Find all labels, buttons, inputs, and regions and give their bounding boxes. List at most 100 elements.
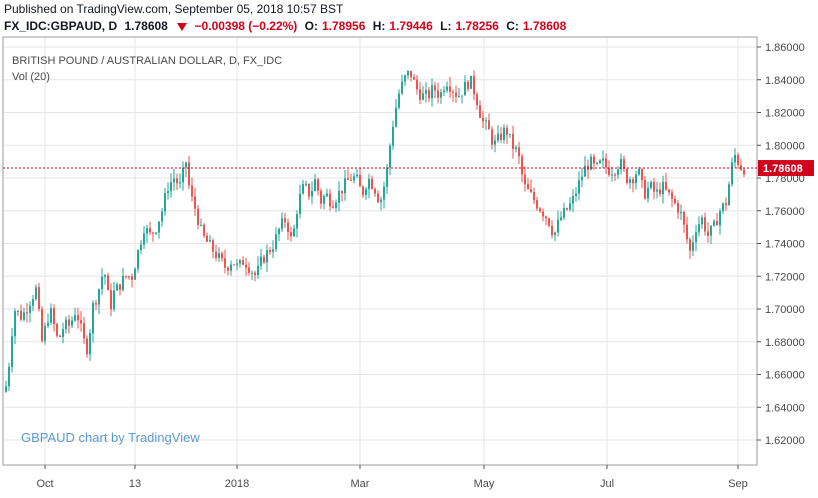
candle-body [281,218,283,229]
candle-body [14,311,16,337]
candle-body [500,133,502,140]
candle-body [89,333,91,355]
candle-body [419,89,421,100]
candle-body [224,258,226,268]
candle-body [35,287,37,300]
candle-body [392,126,394,146]
candle-body [152,232,154,234]
candle-body [542,211,544,217]
candle-body [530,189,532,192]
candle-body [464,81,466,96]
candle-body [326,193,328,197]
candle-body [374,188,376,194]
candle-body [122,276,124,290]
candle-body [200,224,202,226]
candle-body [44,325,46,342]
candle-body [26,312,28,314]
candle-body [338,190,340,203]
candle-body [647,187,649,199]
candle-body [677,203,679,213]
candle-body [521,156,523,175]
close-value: 1.78608 [522,19,567,33]
candle-body [680,212,682,214]
candle-body [584,165,586,177]
candle-body [398,93,400,108]
y-tick-label: 1.82000 [765,108,805,120]
candle-body [659,189,661,195]
candle-body [134,268,136,280]
candle-body [590,156,592,170]
candle-body [539,208,541,212]
candle-body [425,90,427,94]
candle-body [629,179,631,183]
candle-body [272,249,274,252]
candle-body [251,272,253,274]
candle-body [470,75,472,89]
x-tick-label: Sep [728,478,748,490]
last-price-value: 1.78608 [124,19,168,33]
candle-body [194,196,196,209]
candle-body [206,235,208,242]
candle-body [167,191,169,194]
candle-body [644,179,646,199]
candle-body [596,162,598,164]
candle-body [479,105,481,118]
x-tick-label: 2018 [225,478,249,490]
candle-body [47,322,49,326]
candle-body [395,107,397,127]
candle-body [155,232,157,234]
candle-body [488,120,490,130]
candle-body [674,198,676,204]
candle-body [350,179,352,181]
symbol-ohlc-line: FX_IDC:GBPAUD, D 1.78608 −0.00398 (−0.22… [4,18,570,35]
candle-body [719,211,721,226]
y-tick-label: 1.80000 [765,140,805,152]
candle-body [443,90,445,93]
candle-body [182,167,184,183]
candle-body [668,189,670,193]
candle-body [686,224,688,240]
candle-body [422,93,424,100]
candle-body [236,263,238,265]
candle-body [416,79,418,90]
candle-body [665,181,667,190]
candle-body [113,290,115,310]
candle-body [515,147,517,150]
x-tick-label: May [474,478,495,490]
candle-body [446,86,448,91]
y-tick-label: 1.84000 [765,75,805,87]
candle-body [170,182,172,192]
candle-body [380,199,382,203]
candle-body [254,272,256,275]
candle-body [65,319,67,330]
candle-body [11,336,13,367]
candle-body [485,120,487,122]
candle-body [386,167,388,187]
candle-body [53,308,55,325]
candle-body [611,174,613,176]
candle-body [524,174,526,185]
y-tick-label: 1.64000 [765,402,805,414]
candle-body [566,208,568,210]
published-line: Published on TradingView.com, September … [4,2,344,16]
high-value: 1.79446 [389,19,433,33]
candle-body [635,174,637,184]
candle-body [617,169,619,175]
candle-body [545,216,547,219]
candle-body [230,264,232,271]
candle-body [278,228,280,235]
candle-body [164,193,166,212]
candle-body [455,92,457,97]
candle-body [29,305,31,313]
candle-body [695,232,697,243]
candle-body [491,129,493,145]
candle-body [476,94,478,106]
candle-body [59,335,61,337]
candle-body [101,276,103,290]
candle-body [296,214,298,229]
candle-body [716,220,718,226]
candle-body [335,202,337,208]
candle-body [311,190,313,197]
candle-body [623,159,625,170]
